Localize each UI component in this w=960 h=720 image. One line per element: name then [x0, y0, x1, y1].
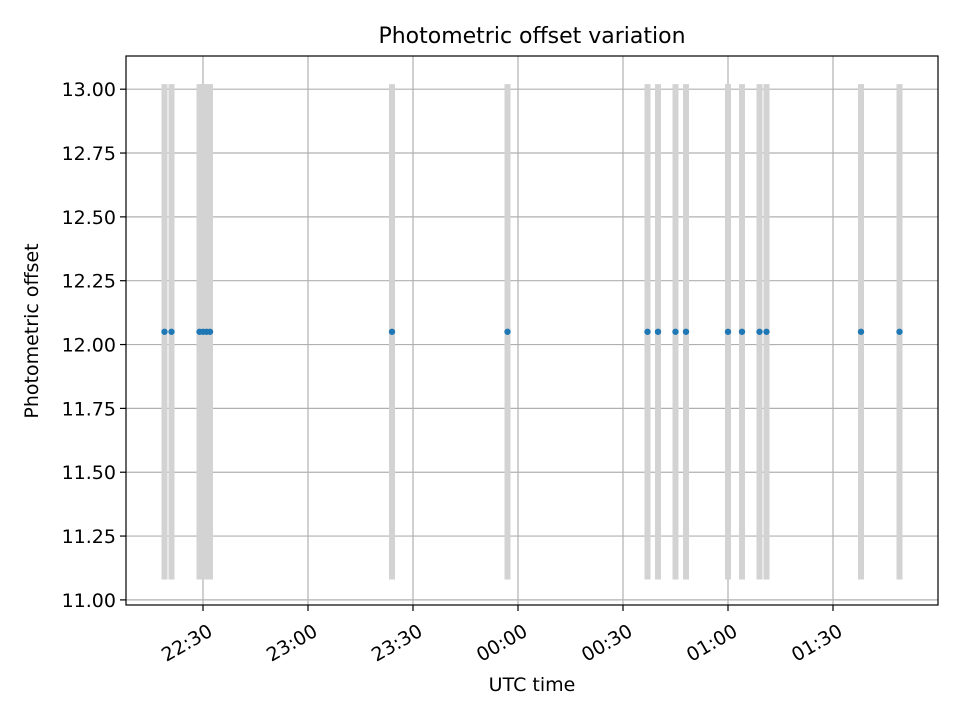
y-axis: 11.00 11.25 11.50 11.75 12.00 12.25 12.50 12.75…	[62, 79, 126, 612]
data-points	[161, 328, 903, 335]
data-point	[168, 328, 175, 335]
y-tick-label: 11.25	[62, 526, 116, 548]
plot-frame	[125, 55, 939, 606]
y-tick-label: 11.75	[62, 398, 116, 420]
chart-title: Photometric offset variation	[378, 24, 685, 49]
data-point	[206, 328, 214, 335]
data-point	[504, 328, 511, 335]
data-point	[896, 328, 903, 335]
data-point	[738, 328, 746, 335]
y-tick-label: 12.25	[62, 271, 116, 293]
data-point	[724, 328, 732, 335]
data-point	[161, 328, 168, 335]
data-point	[682, 328, 690, 335]
data-point	[388, 328, 396, 335]
data-point	[672, 328, 679, 335]
data-point	[756, 328, 763, 335]
y-tick-label: 13.00	[62, 79, 116, 101]
data-point	[763, 328, 770, 335]
x-axis-label: UTC time	[489, 674, 576, 696]
y-tick-label: 11.50	[62, 462, 116, 484]
y-tick-label: 12.00	[62, 335, 116, 357]
y-tick-label: 12.50	[62, 207, 116, 229]
data-point	[857, 328, 865, 335]
data-point	[644, 328, 651, 335]
y-tick-label: 11.00	[62, 590, 116, 612]
data-point	[654, 328, 662, 335]
y-tick-label: 12.75	[62, 143, 116, 165]
y-axis-label: Photometric offset	[21, 243, 43, 418]
